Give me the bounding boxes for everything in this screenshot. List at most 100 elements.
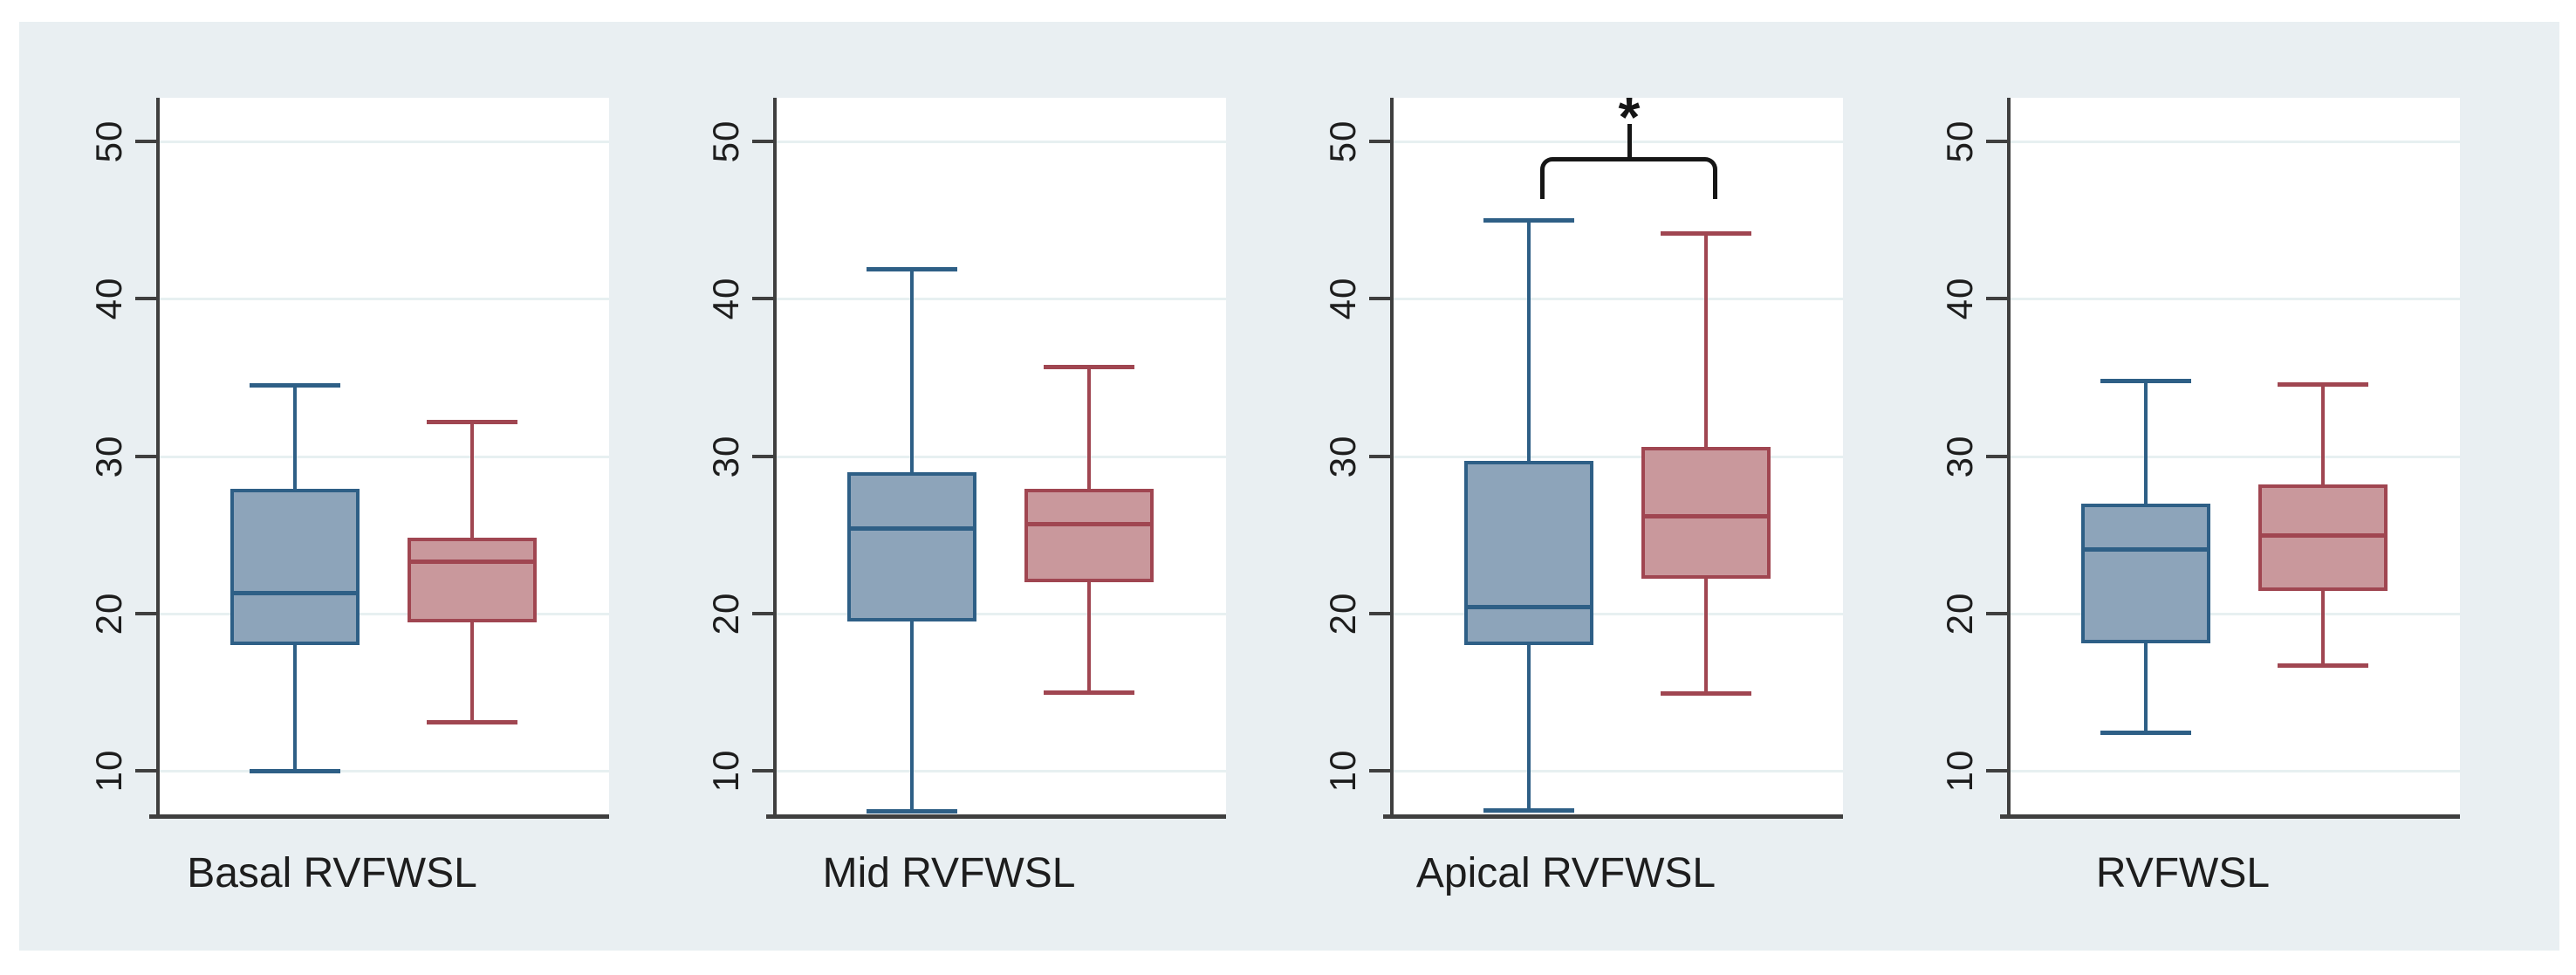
y-tick-label: 50 [1939, 120, 1980, 163]
x-axis-label: Basal RVFWSL [187, 850, 477, 896]
whisker-lower-blue [2144, 643, 2148, 732]
median-line-blue [2081, 547, 2210, 552]
box-plot-blue [847, 472, 976, 621]
y-axis-line [156, 98, 160, 819]
panel-apical-rvfwsl: 10 20 30 40 50 * Apical RVFWSL [1253, 22, 1870, 951]
x-axis-line [149, 814, 609, 819]
median-line-red [2258, 533, 2388, 538]
median-line-red [408, 560, 537, 564]
y-tick [1369, 297, 1390, 300]
y-tick [1986, 769, 2007, 772]
y-tick-label: 30 [705, 435, 746, 478]
median-line-red [1641, 514, 1771, 518]
gridline [160, 141, 609, 143]
y-tick-label: 20 [1322, 592, 1363, 635]
y-axis-line [1390, 98, 1394, 819]
y-tick-label: 40 [1322, 277, 1363, 320]
gridline [2011, 770, 2460, 772]
y-tick-label: 10 [1939, 749, 1980, 793]
whisker-upper-blue [293, 385, 297, 489]
whisker-upper-blue [1527, 220, 1531, 461]
whisker-lower-red [2321, 591, 2325, 665]
whisker-cap-upper-red [2278, 382, 2368, 387]
whisker-lower-red [1087, 582, 1091, 692]
box-plot-red [2258, 484, 2388, 591]
box-plot-red [1641, 447, 1771, 579]
gridline [777, 141, 1226, 143]
y-tick [752, 455, 773, 458]
gridline [1394, 456, 1843, 458]
median-line-blue [230, 591, 360, 595]
panel-mid-rvfwsl: 10 20 30 40 50 Mid RVFWSL [636, 22, 1253, 951]
y-tick-label: 10 [88, 749, 129, 793]
y-tick [1369, 769, 1390, 772]
gridline [2011, 613, 2460, 615]
whisker-cap-lower-blue [867, 809, 957, 814]
whisker-lower-blue [1527, 645, 1531, 810]
whisker-cap-upper-blue [250, 383, 340, 388]
y-tick-label: 30 [1322, 435, 1363, 478]
box-plot-red [1024, 489, 1154, 582]
y-tick [135, 769, 156, 772]
x-axis-label: Apical RVFWSL [1415, 850, 1716, 896]
whisker-lower-red [470, 622, 474, 722]
y-tick [752, 612, 773, 615]
panel-rvfwsl: 10 20 30 40 50 RVFWSL [1870, 22, 2487, 951]
significance-stem [1627, 124, 1632, 157]
whisker-upper-red [1087, 367, 1091, 489]
gridline [160, 613, 609, 615]
box-plot-blue [2081, 504, 2210, 643]
significance-bracket [1540, 157, 1717, 199]
y-tick-label: 50 [1322, 120, 1363, 163]
whisker-upper-red [1704, 233, 1708, 447]
whisker-cap-lower-blue [250, 769, 340, 773]
y-tick-label: 20 [1939, 592, 1980, 635]
gridline [777, 456, 1226, 458]
whisker-cap-lower-red [1661, 691, 1751, 696]
boxplot-figure: 10 20 30 40 50 Basal RVFWSL 10 20 30 40 50 Mid RVFW… [19, 22, 2559, 951]
y-tick-label: 20 [88, 592, 129, 635]
y-tick [1986, 455, 2007, 458]
whisker-upper-red [2321, 384, 2325, 484]
y-tick-label: 10 [705, 749, 746, 793]
y-tick [1369, 612, 1390, 615]
y-tick-label: 40 [705, 277, 746, 320]
whisker-cap-upper-blue [1483, 218, 1574, 223]
y-tick [1369, 140, 1390, 143]
gridline [160, 298, 609, 300]
y-tick [135, 297, 156, 300]
y-axis-line [2007, 98, 2011, 819]
gridline [777, 298, 1226, 300]
y-tick [1369, 455, 1390, 458]
gridline [2011, 298, 2460, 300]
whisker-lower-blue [910, 621, 914, 811]
gridline [1394, 770, 1843, 772]
plot-area: 10 20 30 40 50 * [1322, 89, 1843, 819]
whisker-cap-lower-red [2278, 663, 2368, 668]
gridline [2011, 456, 2460, 458]
whisker-cap-lower-blue [1483, 808, 1574, 813]
whisker-cap-upper-red [1044, 365, 1134, 369]
y-tick [752, 140, 773, 143]
box-plot-blue [230, 489, 360, 645]
whisker-upper-blue [2144, 381, 2148, 504]
whisker-upper-red [470, 422, 474, 538]
median-line-red [1024, 522, 1154, 526]
y-tick-label: 50 [88, 120, 129, 163]
median-line-blue [847, 526, 976, 531]
whisker-lower-blue [293, 645, 297, 771]
whisker-cap-upper-blue [867, 267, 957, 271]
gridline [1394, 298, 1843, 300]
x-axis-label: Mid RVFWSL [822, 850, 1076, 896]
y-tick [135, 612, 156, 615]
x-axis-line [766, 814, 1226, 819]
x-axis-line [2000, 814, 2460, 819]
y-tick [1986, 140, 2007, 143]
y-tick-label: 30 [1939, 435, 1980, 478]
whisker-cap-lower-blue [2100, 731, 2191, 735]
whisker-upper-blue [910, 269, 914, 472]
whisker-lower-red [1704, 579, 1708, 693]
y-tick [752, 769, 773, 772]
plot-area: 10 20 30 40 50 [1939, 98, 2460, 819]
gridline [777, 613, 1226, 615]
